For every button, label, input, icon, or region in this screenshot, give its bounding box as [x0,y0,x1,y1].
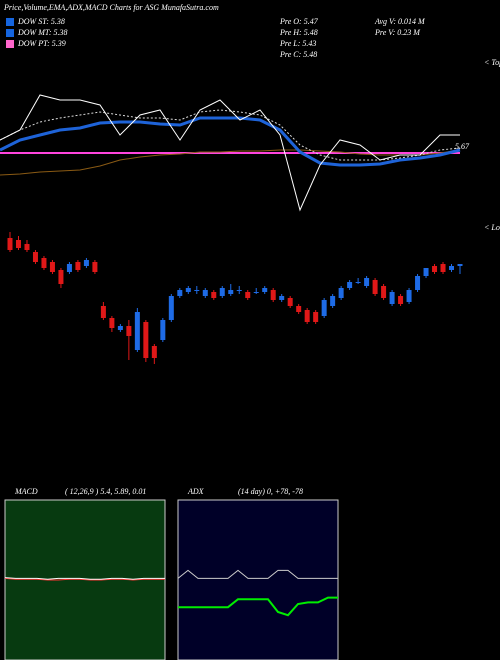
candle-body [287,298,293,306]
legend-swatch [6,29,14,37]
candle-body [100,306,106,318]
candle-body [202,290,208,296]
candle-body [41,258,47,268]
candle-body [58,270,64,284]
series-line [177,569,338,579]
candle-body [389,292,395,304]
candle-body [7,238,13,250]
panel-title: MACD [14,487,38,496]
candle-body [245,292,251,298]
candle-body [219,288,225,296]
legend-label: DOW MT: 5.38 [17,28,68,37]
candle-body [364,278,370,286]
candle-body [49,262,55,272]
legend-label: DOW PT: 5.39 [17,39,66,48]
candle-body [194,290,200,291]
legend-swatch [6,18,14,26]
candle-body [253,292,259,293]
series-line [4,577,165,580]
candle-body [160,320,166,340]
candle-body [415,276,421,290]
legend-swatch [6,40,14,48]
candle-body [321,300,327,316]
info-text: Pre H: 5.48 [279,28,318,37]
candle-body [32,252,38,262]
candle-body [134,312,140,350]
level-label: 5.67 [455,142,470,151]
panel-title: ADX [187,487,205,496]
candle-body [262,288,268,292]
candle-body [83,260,89,266]
candle-body [423,268,429,276]
candle-body [211,292,217,298]
candle-body [381,286,387,298]
tops-label: < Tops [484,58,500,67]
candle-body [398,296,404,304]
candle-body [296,306,302,312]
series-line [4,577,165,581]
candle-body [236,290,242,291]
series-line [0,116,461,167]
candle-body [330,296,336,306]
info-text: Pre O: 5.47 [279,17,319,26]
info-text: Pre L: 5.43 [279,39,316,48]
candle-body [177,290,183,296]
candle-body [304,310,310,322]
info-text: Pre C: 5.48 [279,50,317,59]
candle-body [279,296,285,300]
series-line [0,149,461,176]
candle-body [75,262,81,270]
candle-body [449,266,455,270]
panel-subtitle: ( 12,26,9 ) 5.4, 5.89, 0.01 [65,487,146,496]
legend-label: DOW ST: 5.38 [17,17,65,26]
candle-body [143,322,149,358]
candle-body [457,264,463,266]
candle-body [270,290,276,300]
candle-body [338,288,344,298]
panel-subtitle: (14 day) 0, +78, -78 [238,487,303,496]
candle-body [406,290,412,302]
candle-body [355,282,361,283]
candle-body [92,262,98,272]
candle-body [440,264,446,272]
candle-body [372,280,378,294]
series-line [0,94,460,212]
candle-body [66,264,72,272]
candle-body [432,266,438,272]
info-text: Avg V: 0.014 M [374,17,426,26]
candle-body [347,282,353,288]
info-text: Pre V: 0.23 M [374,28,421,37]
candle-body [228,290,234,294]
candle-body [313,312,319,322]
candle-body [117,326,123,330]
candle-body [109,318,115,328]
candle-body [24,244,30,250]
candle-body [151,346,157,358]
candle-body [185,288,191,292]
candle-body [15,240,21,248]
candle-body [126,326,132,336]
panel-background [177,499,339,660]
page-title: Price,Volume,EMA,ADX,MACD Charts for ASG… [3,3,219,12]
candle-body [168,296,174,320]
series-line [178,596,338,617]
lows-label: < Lows [484,223,500,232]
